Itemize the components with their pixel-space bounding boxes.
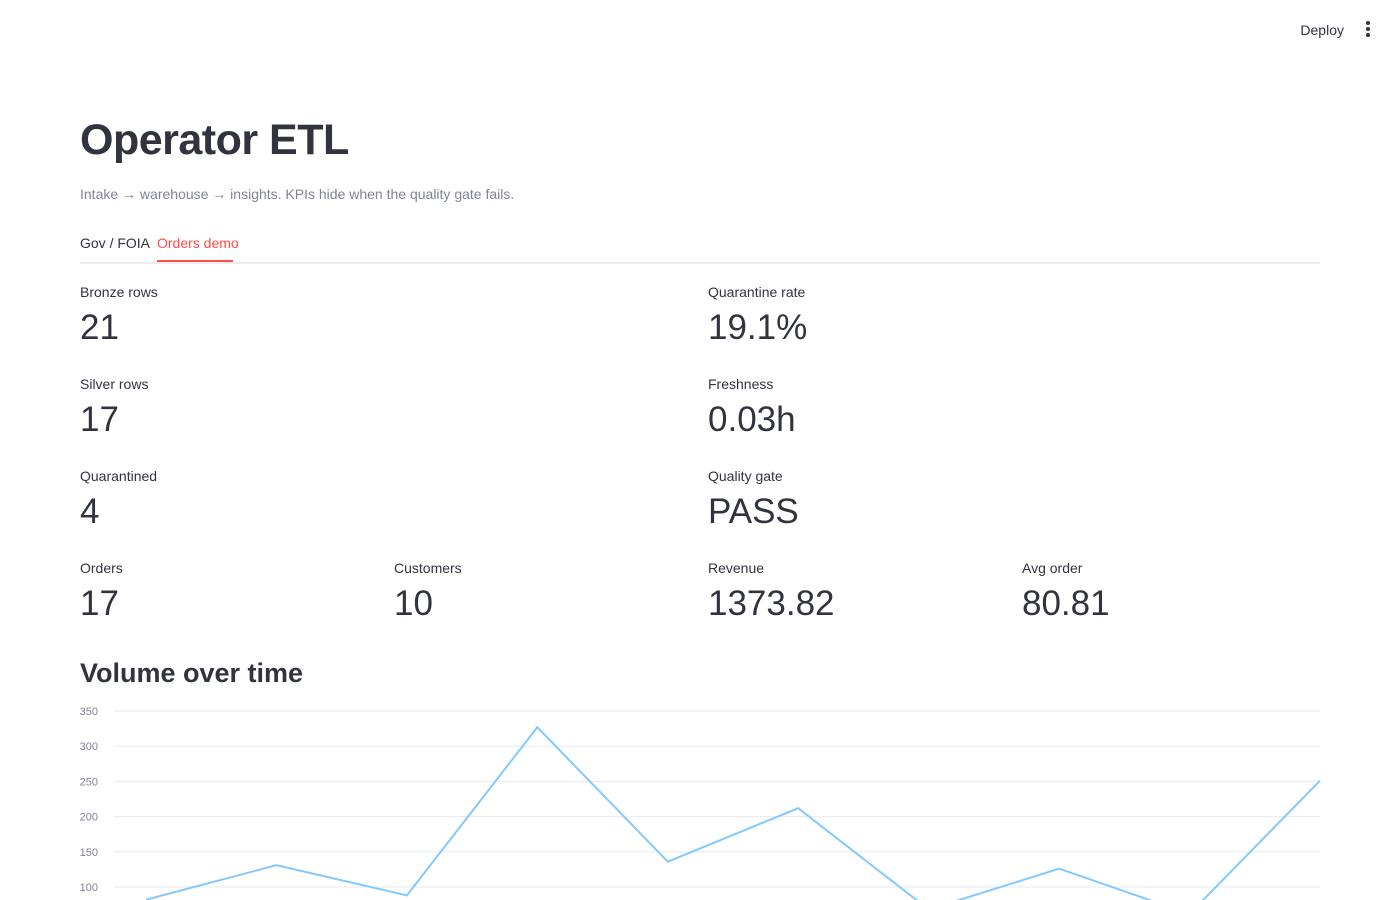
metric-avg-order: Avg order 80.81 (1022, 558, 1302, 626)
metric-label: Quarantine rate (708, 284, 806, 300)
volume-line-chart: 100 150 200 250 300 350 (80, 700, 1330, 900)
y-tick-label: 300 (80, 741, 98, 753)
metric-value: 4 (80, 492, 100, 531)
metric-quarantine-rate: Quarantine rate 19.1% (708, 282, 988, 350)
metric-value: 19.1% (708, 308, 808, 347)
tab-bar: Gov / FOIA Orders demo (80, 230, 1320, 264)
metric-value: 1373.82 (708, 584, 835, 623)
volume-chart-svg: 100 150 200 250 300 350 (80, 706, 1321, 900)
metric-quarantined: Quarantined 4 (80, 466, 360, 534)
y-tick-label: 350 (80, 706, 98, 718)
section-title-volume: Volume over time (80, 658, 304, 688)
metric-quality-gate: Quality gate PASS (708, 466, 988, 534)
tab-gov-foia[interactable]: Gov / FOIA (80, 235, 151, 251)
top-bar: Deploy (0, 0, 1400, 60)
y-tick-label: 250 (80, 776, 98, 788)
y-tick-label: 150 (80, 847, 98, 859)
y-tick-label: 100 (80, 882, 98, 894)
metric-label: Bronze rows (80, 284, 158, 300)
metric-label: Avg order (1022, 560, 1083, 576)
metric-bronze-rows: Bronze rows 21 (80, 282, 360, 350)
page-title: Operator ETL (80, 116, 349, 164)
metric-label: Customers (394, 560, 462, 576)
kebab-dot (1366, 33, 1370, 37)
metric-label: Quarantined (80, 468, 158, 484)
metric-value: 0.03h (708, 400, 796, 439)
metric-customers: Customers 10 (394, 558, 674, 626)
metric-label: Freshness (708, 376, 774, 392)
metric-label: Silver rows (80, 376, 149, 392)
active-tab-indicator (157, 260, 233, 262)
y-tick-label: 200 (80, 812, 98, 824)
metric-label: Revenue (708, 560, 765, 576)
metric-value: PASS (708, 492, 799, 531)
metric-freshness: Freshness 0.03h (708, 374, 988, 442)
page-caption: Intake → warehouse → insights. KPIs hide… (80, 186, 515, 202)
kebab-dot (1366, 21, 1370, 25)
metric-value: 80.81 (1022, 584, 1110, 623)
deploy-button[interactable]: Deploy (1300, 22, 1344, 38)
kebab-menu-icon[interactable] (1364, 21, 1372, 39)
metric-orders: Orders 17 (80, 558, 360, 626)
metric-value: 10 (394, 584, 433, 623)
metric-value: 17 (80, 584, 119, 623)
metric-value: 21 (80, 308, 119, 347)
volume-series-line (145, 725, 1321, 900)
kebab-dot (1366, 27, 1370, 31)
metric-value: 17 (80, 400, 119, 439)
metric-label: Orders (80, 560, 123, 576)
tab-orders-demo[interactable]: Orders demo (157, 235, 239, 251)
metric-revenue: Revenue 1373.82 (708, 558, 988, 626)
metric-label: Quality gate (708, 468, 783, 484)
metric-silver-rows: Silver rows 17 (80, 374, 360, 442)
